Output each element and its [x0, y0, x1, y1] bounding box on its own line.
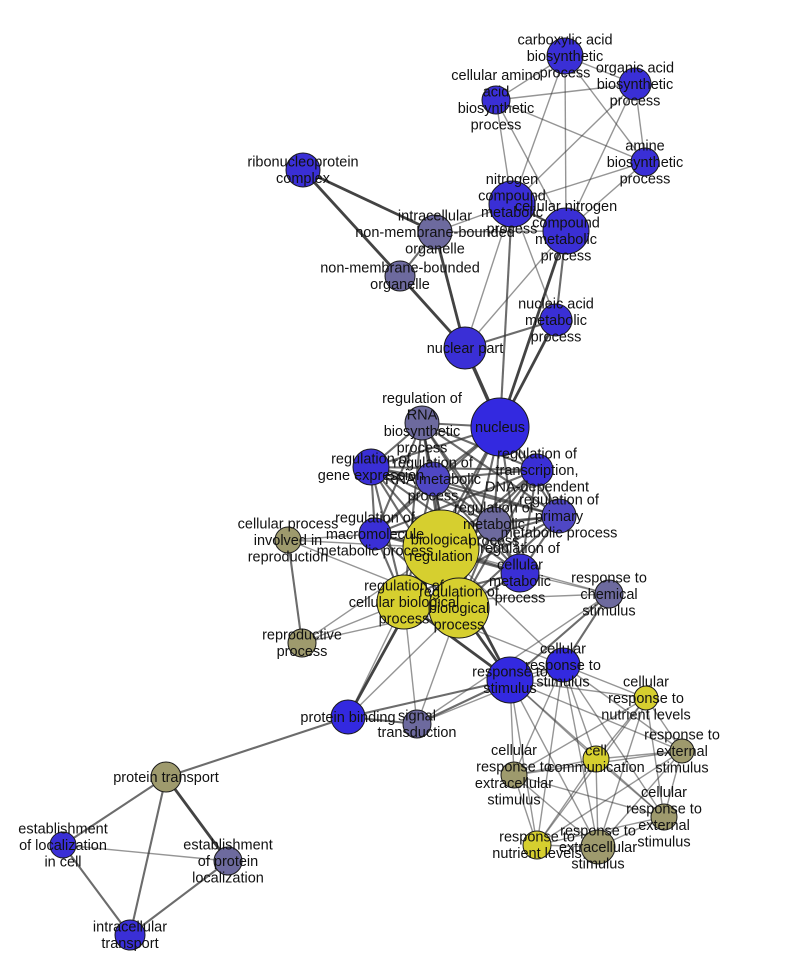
svg-text:nuclear part: nuclear part	[427, 341, 504, 357]
svg-text:protein transport: protein transport	[113, 770, 219, 786]
svg-text:protein binding: protein binding	[300, 710, 395, 726]
svg-text:nucleus: nucleus	[475, 420, 525, 436]
